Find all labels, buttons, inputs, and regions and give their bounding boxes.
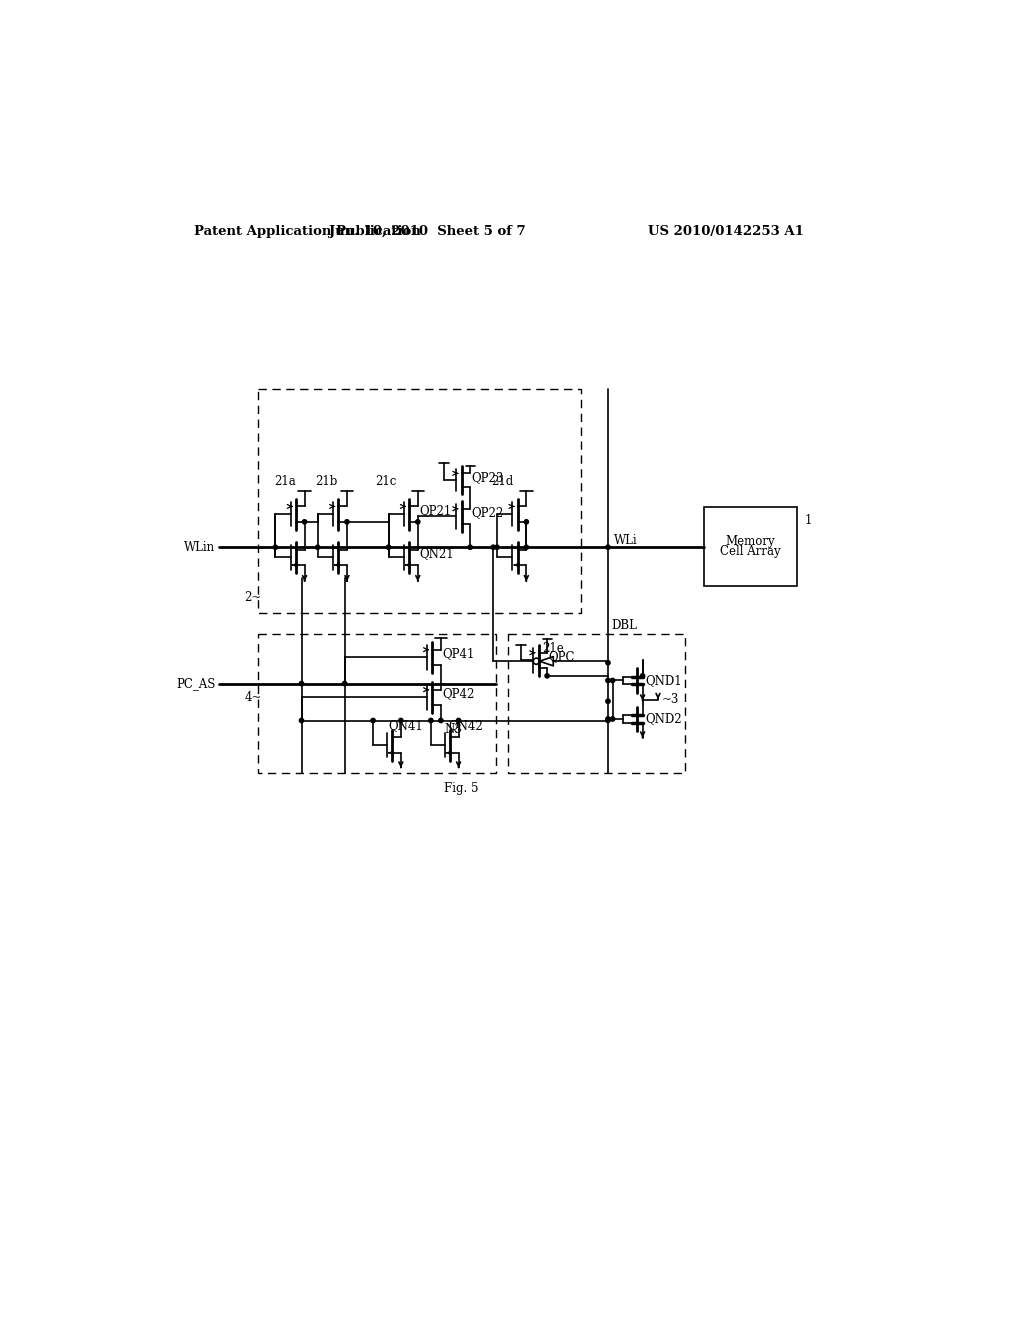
Circle shape — [429, 718, 433, 722]
Circle shape — [273, 545, 278, 549]
Circle shape — [302, 520, 307, 524]
Text: QND2: QND2 — [646, 713, 682, 726]
Text: PC_AS: PC_AS — [176, 677, 215, 690]
Text: N3: N3 — [444, 723, 462, 737]
Circle shape — [492, 545, 496, 549]
Text: 1: 1 — [804, 513, 812, 527]
Text: QP21: QP21 — [419, 504, 452, 517]
Circle shape — [315, 545, 319, 549]
Text: QPC: QPC — [549, 649, 575, 663]
Text: US 2010/0142253 A1: US 2010/0142253 A1 — [648, 224, 804, 238]
Circle shape — [398, 718, 403, 722]
Circle shape — [524, 545, 528, 549]
Circle shape — [606, 660, 610, 665]
Text: Cell Array: Cell Array — [720, 545, 780, 558]
Circle shape — [610, 717, 614, 721]
Circle shape — [342, 681, 347, 685]
Circle shape — [345, 520, 349, 524]
Text: 4~: 4~ — [245, 690, 262, 704]
Text: QP42: QP42 — [442, 686, 475, 700]
Polygon shape — [540, 656, 553, 665]
Text: QN21: QN21 — [419, 546, 454, 560]
Text: QND1: QND1 — [646, 675, 682, 686]
Text: Memory: Memory — [726, 535, 775, 548]
Text: 21c: 21c — [376, 475, 396, 488]
Text: WLin: WLin — [184, 541, 215, 554]
Bar — [258, 635, 497, 774]
Circle shape — [524, 520, 528, 524]
Text: ~3: ~3 — [662, 693, 679, 706]
Circle shape — [640, 673, 645, 678]
Text: 21a: 21a — [274, 475, 296, 488]
Circle shape — [438, 718, 443, 722]
Circle shape — [299, 681, 304, 685]
Text: WLi: WLi — [614, 533, 638, 546]
Text: QP41: QP41 — [442, 647, 475, 660]
Circle shape — [606, 678, 610, 682]
Circle shape — [299, 718, 304, 722]
Text: 21e: 21e — [543, 642, 564, 655]
Text: QP23: QP23 — [472, 471, 504, 483]
Text: Jun. 10, 2010  Sheet 5 of 7: Jun. 10, 2010 Sheet 5 of 7 — [329, 224, 525, 238]
Circle shape — [371, 718, 375, 722]
Circle shape — [457, 718, 461, 722]
Text: QP22: QP22 — [472, 506, 504, 519]
Circle shape — [606, 545, 610, 549]
Circle shape — [606, 700, 610, 704]
Circle shape — [416, 520, 420, 524]
Bar — [258, 389, 581, 612]
Circle shape — [495, 545, 500, 549]
Text: 21b: 21b — [315, 475, 338, 488]
Circle shape — [386, 545, 391, 549]
Text: DBL: DBL — [611, 619, 638, 632]
Circle shape — [606, 717, 610, 721]
Text: Fig. 5: Fig. 5 — [444, 781, 479, 795]
Text: QN41: QN41 — [388, 719, 423, 733]
Text: Patent Application Publication: Patent Application Publication — [194, 224, 421, 238]
Circle shape — [610, 678, 614, 682]
Circle shape — [545, 673, 549, 678]
Circle shape — [468, 545, 472, 549]
Bar — [508, 635, 685, 774]
Text: QN42: QN42 — [449, 719, 483, 733]
Text: 2~: 2~ — [245, 591, 262, 603]
Text: 21d: 21d — [490, 475, 513, 488]
Bar — [705, 507, 797, 586]
Circle shape — [606, 718, 610, 722]
